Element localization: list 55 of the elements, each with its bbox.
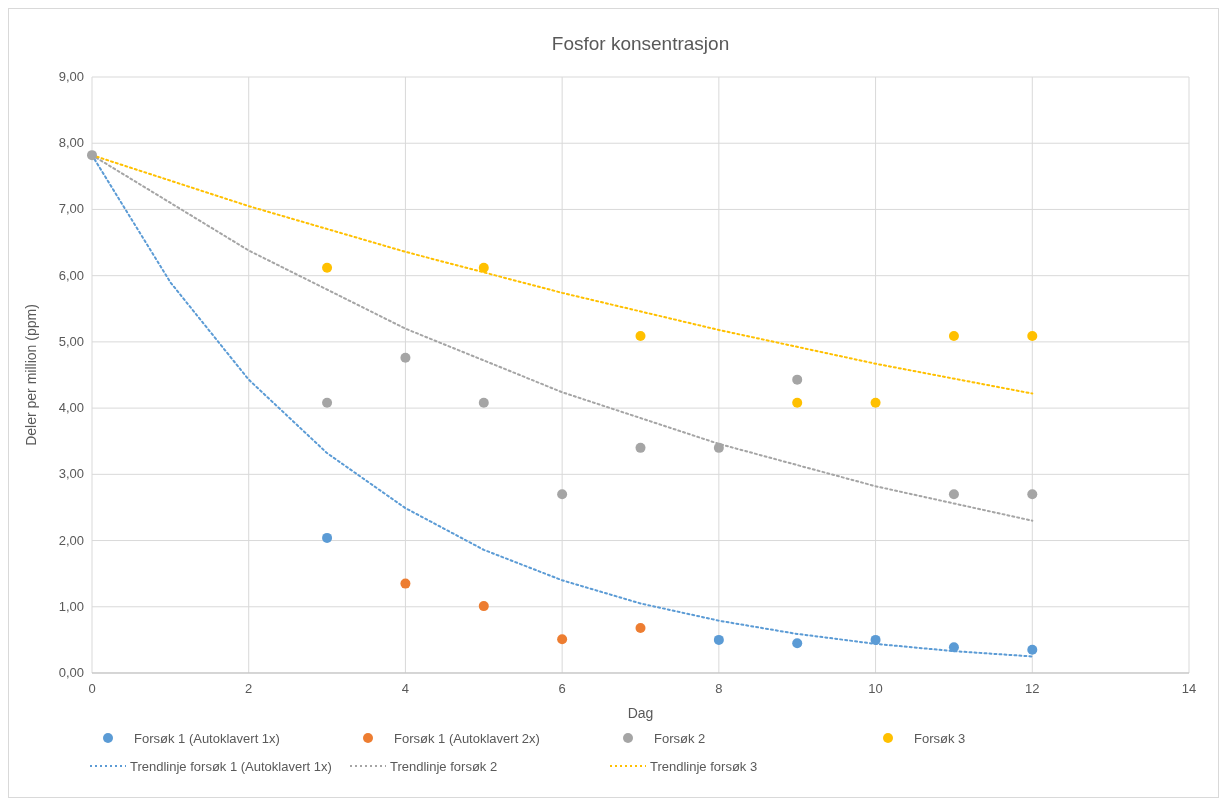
x-axis-title: Dag [627,705,654,721]
point [478,601,489,612]
point [322,397,333,408]
point [870,397,881,408]
point [557,634,568,645]
point [948,642,959,653]
x-tick-label: 6 [558,681,566,696]
point [792,397,803,408]
point [400,352,411,363]
x-tick-label: 14 [1181,681,1197,696]
point [948,489,959,500]
point [400,578,411,589]
y-tick-label: 4,00 [58,400,84,416]
chart-title: Fosfor konsentrasjon [551,33,730,54]
point [792,638,803,649]
y-tick-label: 9,00 [58,69,84,84]
point [1027,330,1038,341]
legend-label: Trendlinje forsøk 3 [650,759,758,774]
point [87,150,97,161]
legend-label: Forsøk 1 (Autoklavert 1x) [134,731,280,746]
y-tick-label: 1,00 [58,598,84,614]
point [478,262,489,273]
point [635,622,646,633]
y-tick-label: 3,00 [58,466,84,482]
legend-label: Trendlinje forsøk 2 [390,759,498,774]
y-axis-title: Deler per million (ppm) [23,304,39,446]
legend-label: Forsøk 1 (Autoklavert 2x) [394,731,540,746]
y-tick-label: 6,00 [58,267,84,283]
y-tick-label: 8,00 [58,135,84,151]
point [322,262,333,273]
point [557,489,568,500]
point [322,532,333,543]
x-tick-label: 8 [715,681,723,696]
point [635,330,646,341]
point [713,634,724,645]
y-tick-label: 7,00 [58,201,84,217]
legend-label: Forsøk 3 [914,731,966,746]
x-tick-label: 0 [88,681,96,696]
point [792,374,803,385]
point [635,442,646,453]
y-tick-label: 0,00 [58,665,84,680]
y-tick-label: 2,00 [58,532,84,548]
x-tick-label: 12 [1025,681,1040,696]
point [478,397,489,408]
x-tick-label: 10 [868,681,883,696]
x-tick-label: 4 [401,681,410,696]
legend-label: Forsøk 2 [654,731,706,746]
point [1027,489,1038,500]
x-tick-label: 2 [245,681,253,696]
y-tick-label: 5,00 [58,333,84,349]
point [870,634,881,645]
point [1027,644,1038,655]
legend-label: Trendlinje forsøk 1 (Autoklavert 1x) [130,759,332,774]
point [713,442,724,453]
point [948,330,959,341]
